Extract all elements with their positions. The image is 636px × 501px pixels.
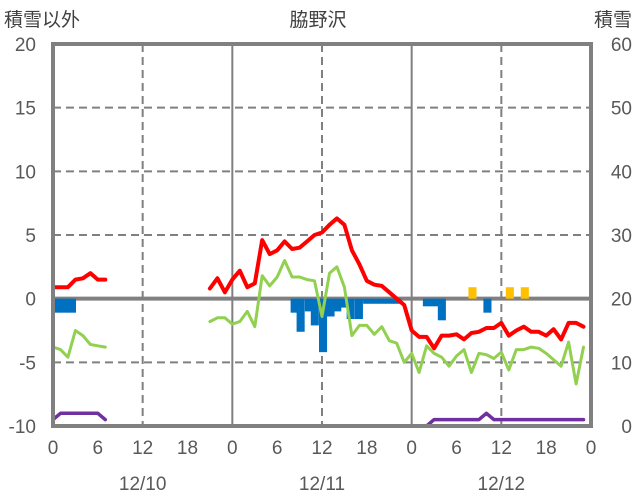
right-tick-label: 10 [611,353,632,374]
orange-bar [505,287,514,299]
red-series-line [51,271,108,290]
date-label: 12/11 [299,474,345,495]
x-tick-label: 0 [406,438,417,459]
blue-bar [437,298,446,321]
x-tick-label: 12 [132,438,153,459]
orange-bar [468,287,477,299]
orange-bar [520,287,529,299]
green-series-line [208,259,585,386]
left-tick-label: 0 [25,290,36,311]
left-tick-label: -10 [9,417,36,438]
left-tick-label: -5 [19,353,36,374]
x-tick-label: 18 [356,438,377,459]
blue-bar [310,298,319,326]
left-tick-label: 10 [15,162,36,183]
x-tick-label: 12 [311,438,332,459]
right-tick-label: 40 [611,162,632,183]
left-axis-label: 積雪以外 [4,9,80,31]
right-tick-label: 60 [611,35,632,56]
purple-series-line [51,411,108,422]
x-tick-label: 6 [451,438,462,459]
date-label: 12/12 [478,474,526,495]
chart-title: 脇野沢 [289,9,346,31]
left-tick-label: 5 [25,226,36,247]
frame [51,42,593,428]
left-tick-label: 15 [15,99,36,120]
x-tick-label: 0 [227,438,238,459]
blue-bar [333,298,342,312]
blue-bar [339,298,349,308]
x-tick-label: 18 [177,438,198,459]
right-axis-label: 積雪 [594,9,632,31]
blue-bar [354,298,363,320]
x-tick-label: 0 [586,438,597,459]
blue-bar [319,298,328,353]
blue-bar [483,298,492,313]
green-series-line [51,329,107,359]
blue-bar [60,298,69,313]
red-series-line [207,216,586,351]
blue-bar [296,298,305,332]
right-tick-label: 30 [611,226,632,247]
grid [53,44,591,426]
blue-bar [67,298,77,313]
blue-bar [326,298,335,317]
blue-bar [422,298,431,307]
x-tick-label: 6 [272,438,283,459]
blue-bar [346,298,355,320]
x-tick-label: 0 [48,438,59,459]
left-tick-label: 20 [15,35,36,56]
right-tick-label: 20 [611,290,632,311]
blue-bar [53,298,62,313]
blue-bar [370,298,379,304]
right-tick-label: 50 [611,99,632,120]
x-tick-label: 18 [536,438,557,459]
blue-bar [385,298,394,304]
blue-bar [290,298,299,313]
blue-bar [378,298,387,304]
x-tick-label: 6 [93,438,104,459]
blue-bar [363,298,372,304]
blue-bar [430,298,439,307]
plot-frame [51,42,593,428]
date-label: 12/10 [119,474,167,495]
blue-bar [304,298,313,312]
x-tick-label: 12 [491,438,512,459]
right-tick-label: 0 [621,417,632,438]
